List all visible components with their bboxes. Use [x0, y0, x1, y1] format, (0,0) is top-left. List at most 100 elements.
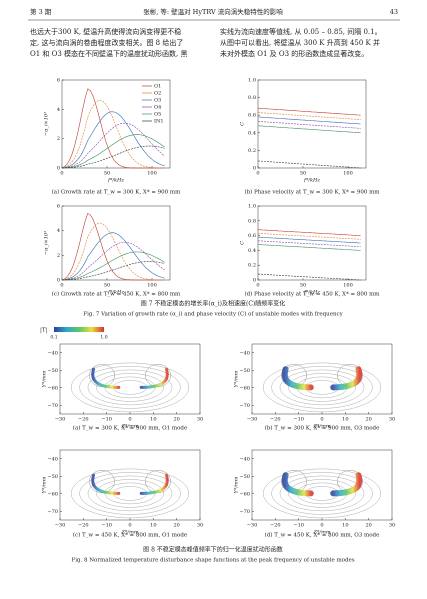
y-tick-label: 0 [57, 278, 60, 284]
disturbance [91, 367, 121, 389]
disturbance [139, 473, 169, 495]
contour [79, 472, 181, 515]
curve [61, 145, 165, 169]
x-tick-label: −10 [101, 523, 112, 529]
figure-caption: 图 7 不稳定模态的增长率(α_i)及相速度(C)随频率变化 [141, 300, 286, 308]
curve [257, 107, 361, 116]
plot-frame [257, 79, 367, 169]
y-tick-label: 0.6 [248, 113, 256, 119]
panel-caption: (b) Phase velocity at T_w = 300 K, X* = … [244, 189, 380, 196]
y-tick-label: 1.0 [248, 204, 256, 210]
page-number: 43 [390, 8, 398, 16]
y-tick-label: 0.4 [248, 130, 256, 136]
x-tick-label: 50 [104, 283, 110, 289]
x-axis-label: f*/kHz [303, 290, 320, 296]
x-tick-label: 20 [365, 417, 371, 423]
y-tick-label: 2 [57, 253, 60, 259]
x-tick-label: 20 [365, 523, 371, 529]
body-line: O1 和 O3 模态在不同壁温下的温度扰动形函数, 黑 [30, 49, 188, 58]
y-tick-label: −60 [47, 491, 58, 497]
contour [279, 475, 365, 512]
contour [87, 475, 173, 512]
curve [61, 251, 165, 281]
x-tick-label: −30 [55, 523, 66, 529]
disturbance [330, 366, 363, 391]
curve [257, 125, 361, 134]
x-tick-label: 10 [150, 417, 156, 423]
plot-frame [61, 79, 171, 169]
figure-caption: 图 8 不稳定模态峰值频率下的归一化温度扰动形函数 [143, 546, 283, 554]
contour [279, 369, 365, 406]
curve [61, 111, 165, 169]
x-tick-label: 0 [256, 171, 259, 177]
x-tick-label: 0 [320, 417, 323, 423]
x-tick-label: 30 [197, 417, 203, 423]
disturbance [91, 473, 121, 495]
curve [257, 236, 361, 244]
y-tick-label: −70 [47, 509, 58, 515]
panel-caption: (d) Phase velocity at T_w = 450 K, X* = … [244, 291, 380, 298]
legend-label: IN1 [154, 119, 164, 125]
x-tick-label: −20 [78, 417, 89, 423]
y-tick-label: −50 [47, 368, 58, 374]
disturbance [281, 472, 314, 497]
curve [257, 121, 361, 129]
y-axis-label: Y*/mm [42, 476, 48, 493]
legend-label: O4 [154, 105, 161, 111]
y-tick-label: 0.2 [248, 148, 256, 154]
y-axis-label: Y*/mm [234, 370, 240, 387]
x-tick-label: 50 [300, 171, 306, 177]
x-tick-label: 0 [60, 283, 63, 289]
contour [96, 373, 164, 402]
y-tick-label: −70 [47, 403, 58, 409]
colorbar-label: 1.0 [100, 335, 107, 341]
disturbance [281, 366, 314, 391]
panel-caption: (b) T_w = 300 K, X* = 900 mm, O3 mode [265, 425, 380, 432]
x-tick-label: 30 [389, 417, 395, 423]
x-tick-label: −30 [247, 523, 258, 529]
legend-label: O3 [154, 98, 161, 104]
y-axis-label: Y*/mm [42, 370, 48, 387]
y-tick-label: 0.8 [248, 218, 256, 224]
y-tick-label: 0.8 [248, 95, 256, 101]
x-tick-label: −10 [293, 417, 304, 423]
body-line: 从图中可以看出, 将壁温从 300 K 升高到 450 K 并 [220, 38, 380, 47]
y-tick-label: 0 [57, 166, 60, 172]
running-title: 张彬, 等: 壁温对 HyTRV 流向涡失稳特性的影响 [143, 7, 283, 16]
x-tick-label: 0 [60, 171, 63, 177]
legend-label: O2 [154, 91, 161, 97]
y-axis-label: C [240, 122, 246, 126]
x-tick-label: −20 [270, 523, 281, 529]
y-tick-label: −50 [239, 474, 250, 480]
contour [288, 373, 356, 402]
legend-label: O5 [154, 112, 161, 118]
body-line: 也远大于300 K, 壁温升高使得流向涡变得更不稳 [30, 27, 181, 36]
curve [257, 229, 361, 236]
panel-caption: (c) Growth rate at T_w = 450 K, X* = 800… [52, 291, 181, 298]
curve [257, 160, 361, 169]
panel-caption: (c) T_w = 450 K, X* = 800 mm, O1 mode [73, 532, 187, 539]
x-tick-label: −20 [78, 523, 89, 529]
y-tick-label: −60 [47, 385, 58, 391]
x-axis-label: Z*/mm [120, 530, 138, 536]
y-tick-label: 0.2 [248, 263, 256, 269]
panel-caption: (a) Growth rate at T_w = 300 K, X* = 900… [52, 189, 182, 196]
y-tick-label: 0 [253, 278, 256, 284]
y-tick-label: −40 [239, 456, 250, 462]
y-tick-label: 4 [57, 107, 60, 113]
x-tick-label: 10 [342, 523, 348, 529]
x-tick-label: 50 [300, 283, 306, 289]
colorbar-title: |T| [40, 328, 48, 334]
x-tick-label: 30 [389, 523, 395, 529]
curve [61, 99, 165, 169]
y-tick-label: 4 [57, 228, 60, 234]
contour [87, 369, 173, 406]
y-tick-label: −40 [239, 350, 250, 356]
x-axis-label: Z*/mm [312, 530, 330, 536]
figure-caption: Fig. 8 Normalized temperature disturbanc… [71, 558, 354, 564]
colorbar-label: 0.1 [50, 335, 57, 341]
body-line: 定, 这与流向涡的卷曲程度改变相关。图 8 给出了 [30, 38, 183, 47]
x-tick-label: 50 [104, 171, 110, 177]
